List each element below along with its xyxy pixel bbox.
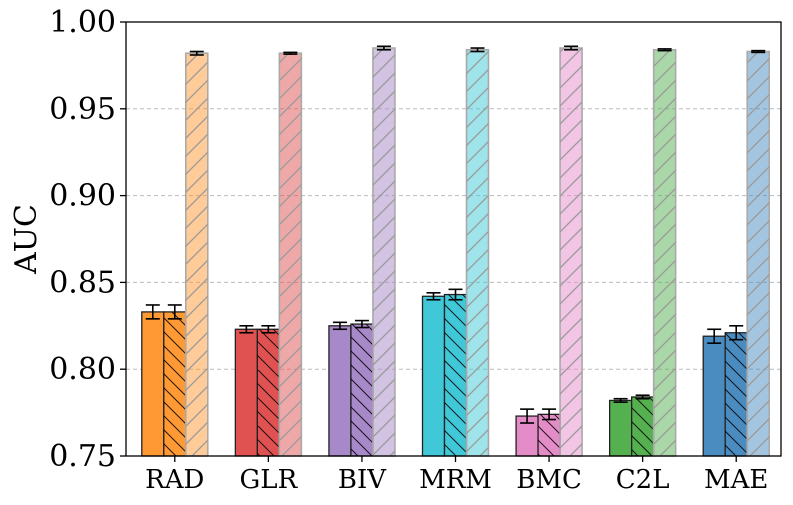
bar-hatch-glr-s3 <box>279 53 302 457</box>
y-tick-label: 0.80 <box>49 352 116 387</box>
bar-hatch-rad-s3 <box>185 53 208 457</box>
y-tick-label: 0.90 <box>49 179 116 214</box>
bar-hatch-mae-s2 <box>725 332 748 456</box>
bar-rad-s1 <box>141 311 165 457</box>
error-bars <box>145 45 766 424</box>
bar-hatch-rad-s2 <box>163 311 186 456</box>
x-tick-label-biv: BIV <box>338 465 387 495</box>
x-tick-label-mrm: MRM <box>419 465 492 495</box>
bar-hatch-c2l-s3 <box>653 49 676 456</box>
y-tick-label: 1.00 <box>49 5 116 40</box>
bar-hatch-mrm-s2 <box>444 294 467 456</box>
bar-hatch-bmc-s3 <box>560 48 583 456</box>
x-tick-label-bmc: BMC <box>516 465 582 495</box>
y-axis: 0.75 0.80 0.85 0.90 0.95 1.00 <box>49 5 126 474</box>
y-tick-label: 0.95 <box>49 92 116 127</box>
x-tick-label-mae: MAE <box>704 465 768 495</box>
bar-hatch-biv-s3 <box>372 48 395 456</box>
x-axis: RAD GLR BIV MRM BMC C2L MAE <box>145 456 768 495</box>
x-tick-label-c2l: C2L <box>616 465 670 495</box>
bar-mae-s1 <box>702 335 726 457</box>
bar-glr-s1 <box>234 328 259 457</box>
bar-hatch-bmc-s2 <box>538 414 561 456</box>
x-tick-label-glr: GLR <box>240 465 299 495</box>
y-axis-title: AUC <box>9 204 44 275</box>
y-tick-label: 0.85 <box>49 265 116 300</box>
plot-frame <box>125 21 782 457</box>
bar-hatch-biv-s2 <box>350 324 373 456</box>
bar-c2l-s1 <box>608 399 633 457</box>
bar-hatch-mae-s3 <box>747 51 770 457</box>
bar-hatch-c2l-s2 <box>631 396 654 456</box>
x-tick-label-rad: RAD <box>145 465 204 495</box>
y-tick-label: 0.75 <box>49 439 116 474</box>
bar-hatch-glr-s2 <box>257 329 280 456</box>
bar-hatch-mrm-s3 <box>466 49 489 456</box>
bar-mrm-s1 <box>421 295 446 457</box>
bar-biv-s1 <box>328 325 352 457</box>
